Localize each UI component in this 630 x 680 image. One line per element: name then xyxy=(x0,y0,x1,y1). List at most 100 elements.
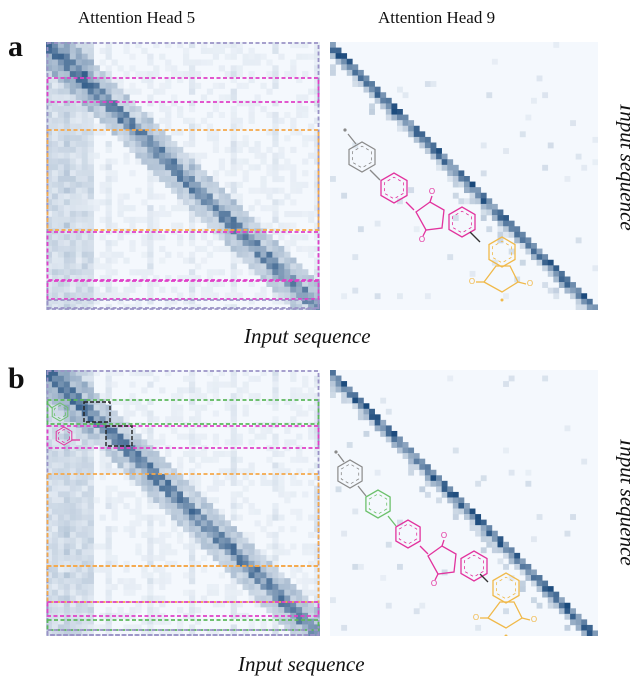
heatmap-cell xyxy=(75,42,83,49)
heatmap-cell xyxy=(278,485,285,492)
heatmap-cell xyxy=(284,292,291,299)
heatmap-cell xyxy=(141,456,148,463)
heatmap-cell xyxy=(230,257,237,264)
heatmap-cell xyxy=(230,422,237,429)
heatmap-cell xyxy=(69,170,77,177)
heatmap-cell xyxy=(51,497,59,504)
heatmap-cell xyxy=(542,259,549,266)
heatmap-cell xyxy=(570,514,576,520)
heatmap-cell xyxy=(46,462,53,469)
heatmap-cell xyxy=(272,485,279,492)
heatmap-cell xyxy=(266,245,273,253)
heatmap-cell xyxy=(188,624,196,631)
heatmap-cell xyxy=(272,152,279,159)
heatmap-cell xyxy=(542,265,549,272)
heatmap-cell xyxy=(153,566,160,573)
heatmap-cell xyxy=(123,286,130,293)
heatmap-cell xyxy=(447,164,454,171)
heatmap-cell xyxy=(296,468,303,475)
phenyl-pink-ring-inner xyxy=(398,523,418,545)
heatmap-cell xyxy=(93,370,100,377)
heatmap-cell xyxy=(592,304,598,310)
heatmap-cell xyxy=(531,248,537,255)
heatmap-cell xyxy=(230,216,237,223)
heatmap-cell xyxy=(224,595,231,602)
heatmap-cell xyxy=(171,416,178,423)
heatmap-cell xyxy=(290,479,297,486)
heatmap-cell xyxy=(278,146,285,153)
heatmap-cell xyxy=(200,199,208,206)
heatmap-cell xyxy=(272,135,279,142)
heatmap-cell xyxy=(230,129,237,136)
heatmap-cell xyxy=(224,146,231,153)
heatmap-cell xyxy=(81,245,88,253)
heatmap-cell xyxy=(75,176,83,183)
heatmap-cell xyxy=(75,387,83,394)
heatmap-cell xyxy=(69,427,77,434)
heatmap-cell xyxy=(352,397,359,404)
heatmap-cell xyxy=(230,375,237,382)
heatmap-cell xyxy=(302,572,309,579)
heatmap-cell xyxy=(230,123,237,130)
heatmap-cell xyxy=(486,203,493,210)
heatmap-cell xyxy=(212,53,220,60)
heatmap-cell xyxy=(105,531,112,538)
heatmap-cell xyxy=(51,123,59,130)
heatmap-cell xyxy=(248,531,255,538)
heatmap-cell xyxy=(218,450,225,458)
heatmap-cell xyxy=(308,612,315,619)
heatmap-cell xyxy=(46,111,53,119)
heatmap-cell xyxy=(284,275,291,282)
heatmap-cell xyxy=(391,442,398,448)
heatmap-cell xyxy=(99,82,106,89)
heatmap-cell xyxy=(236,514,243,521)
heatmap-cell xyxy=(330,53,336,60)
heatmap-cell xyxy=(194,462,202,469)
heatmap-cell xyxy=(87,181,94,188)
heatmap-cell xyxy=(117,251,124,258)
heatmap-cell xyxy=(236,566,243,573)
heatmap-cell xyxy=(129,445,136,452)
heatmap-cell xyxy=(314,199,320,206)
heatmap-cell xyxy=(46,578,53,585)
heatmap-cell xyxy=(272,462,279,469)
heatmap-cell xyxy=(224,450,231,458)
heatmap-cell xyxy=(254,187,261,194)
heatmap-cell xyxy=(525,575,532,581)
heatmap-cell xyxy=(272,387,279,394)
heatmap-cell xyxy=(69,508,77,515)
heatmap-cell xyxy=(159,433,166,440)
heatmap-cell xyxy=(69,129,77,136)
heatmap-cell xyxy=(200,514,208,521)
heatmap-cell xyxy=(525,469,532,476)
title-attention-head-5: Attention Head 5 xyxy=(78,8,196,27)
heatmap-cell xyxy=(99,94,106,101)
heatmap-cell xyxy=(69,199,77,206)
heatmap-cell xyxy=(464,514,470,520)
heatmap-cell xyxy=(200,42,208,49)
heatmap-cell xyxy=(278,176,285,183)
heatmap-cell xyxy=(296,422,303,429)
heatmap-cell xyxy=(129,146,136,153)
heatmap-cell xyxy=(129,106,136,113)
heatmap-cell xyxy=(314,526,320,533)
heatmap-cell xyxy=(159,497,166,504)
heatmap-cell xyxy=(570,613,576,620)
heatmap-cell xyxy=(308,404,315,411)
heatmap-cell xyxy=(308,427,315,434)
heatmap-cell xyxy=(290,618,297,625)
heatmap-cell xyxy=(165,298,172,305)
heatmap-cell xyxy=(236,560,243,567)
heatmap-cell xyxy=(111,82,118,89)
heatmap-cell xyxy=(385,430,392,437)
heatmap-cell xyxy=(69,624,77,631)
heatmap-cell xyxy=(586,624,593,631)
heatmap-cell xyxy=(46,263,53,270)
heatmap-cell xyxy=(536,259,543,266)
heatmap-cell xyxy=(46,474,53,481)
heatmap-cell xyxy=(177,234,184,241)
heatmap-cell xyxy=(413,131,420,138)
heatmap-cell xyxy=(141,146,148,153)
heatmap-cell xyxy=(87,433,94,440)
heatmap-cell xyxy=(105,53,112,60)
